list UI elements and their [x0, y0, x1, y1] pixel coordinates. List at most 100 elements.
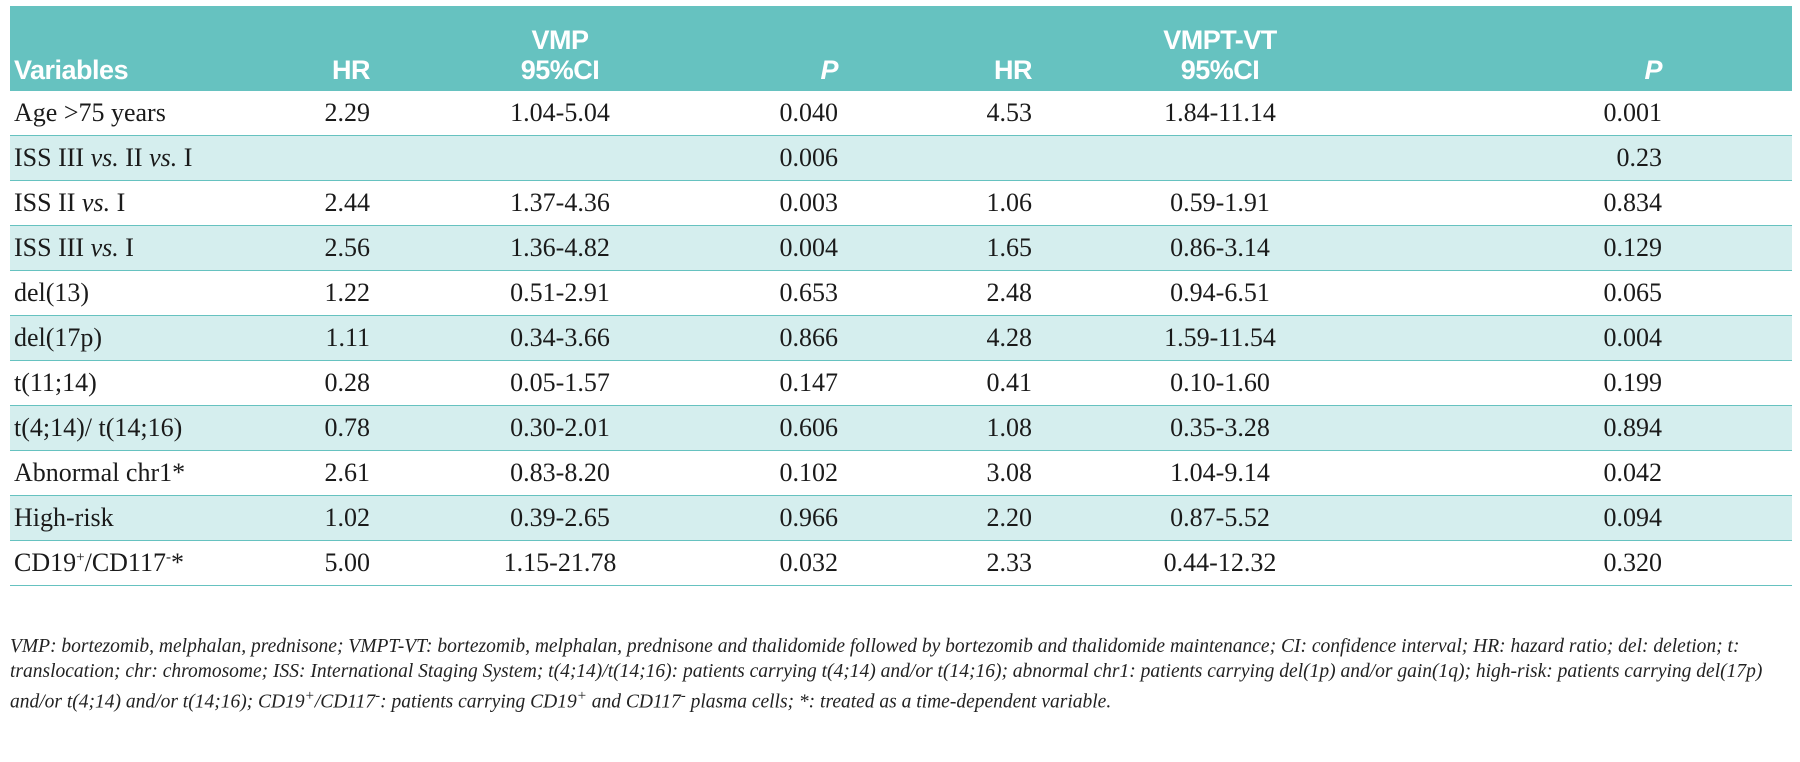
table-row: Abnormal chr1* 2.61 0.83-8.20 0.102 3.08 1.04…	[10, 450, 1792, 496]
vmpt-ci-cell: 0.94-6.51	[1070, 270, 1370, 316]
vmp-p-cell: 0.040	[700, 91, 900, 136]
variable-cell: del(17p)	[10, 315, 280, 361]
vmp-hr-cell: 2.56	[280, 225, 420, 271]
variable-part: vs.	[81, 188, 111, 217]
header-vmpt-ci: VMPT-VT 95%CI	[1070, 6, 1370, 91]
vmpt-p-cell: 0.042	[1370, 450, 1792, 496]
variable-part: CD19	[14, 548, 77, 577]
variable-part: /CD117	[84, 548, 166, 577]
header-vmp-group: VMP	[531, 25, 589, 55]
vmpt-hr-cell: 1.08	[900, 405, 1070, 451]
vmpt-p-cell: 0.004	[1370, 315, 1792, 361]
vmpt-ci-cell	[1070, 135, 1370, 181]
variable-cell: del(13)	[10, 270, 280, 316]
header-vmp-hr: HR	[332, 55, 371, 85]
variable-part: ISS II	[14, 188, 82, 217]
table-row: t(4;14)/ t(14;16) 0.78 0.30-2.01 0.606 1.08 0…	[10, 405, 1792, 451]
vmpt-p-cell: 0.094	[1370, 495, 1792, 541]
vmp-p-cell: 0.147	[700, 360, 900, 406]
vmpt-ci-cell: 0.10-1.60	[1070, 360, 1370, 406]
vmp-hr-cell: 2.44	[280, 180, 420, 226]
vmpt-p-cell: 0.199	[1370, 360, 1792, 406]
vmpt-hr-cell: 4.28	[900, 315, 1070, 361]
table-row: ISS II vs. I 2.44 1.37-4.36 0.003 1.06 0.59-1…	[10, 180, 1792, 226]
footnote-sup-1: +	[304, 688, 315, 704]
vmp-p-cell: 0.102	[700, 450, 900, 496]
vmp-ci-cell: 1.36-4.82	[420, 225, 700, 271]
variable-cell: ISS II vs. I	[10, 180, 280, 226]
vmpt-hr-cell: 2.20	[900, 495, 1070, 541]
vmpt-p-cell: 0.834	[1370, 180, 1792, 226]
footnote-text-2: /CD117	[314, 691, 376, 713]
vmp-p-cell: 0.866	[700, 315, 900, 361]
vmp-hr-cell: 0.78	[280, 405, 420, 451]
variable-part: *	[170, 548, 184, 577]
footnote-sup-4: -	[680, 688, 686, 704]
variable-part: vs.	[90, 143, 119, 172]
table-row: t(11;14) 0.28 0.05-1.57 0.147 0.41 0.10-1.60 0…	[10, 360, 1792, 406]
vmp-p-cell: 0.032	[700, 540, 900, 586]
header-vmp-p: P	[820, 55, 838, 85]
variable-part: I	[177, 143, 193, 172]
vmpt-ci-cell: 1.84-11.14	[1070, 91, 1370, 136]
vmpt-ci-cell: 0.59-1.91	[1070, 180, 1370, 226]
header-vmpt-ci-label: 95%CI	[1180, 55, 1260, 85]
vmpt-p-cell: 0.320	[1370, 540, 1792, 586]
vmp-hr-cell: 2.61	[280, 450, 420, 496]
footnote-text-3: : patients carrying CD19	[380, 691, 577, 713]
vmpt-p-cell: 0.001	[1370, 91, 1792, 136]
results-table: Variables HR VMP 95%CI P HR VMPT-VT 95%C…	[10, 6, 1792, 586]
variable-part: -	[165, 549, 171, 566]
vmp-ci-cell: 0.30-2.01	[420, 405, 700, 451]
vmpt-p-cell: 0.23	[1370, 135, 1792, 181]
vmp-ci-cell: 1.15-21.78	[420, 540, 700, 586]
vmpt-ci-cell: 1.04-9.14	[1070, 450, 1370, 496]
variable-part: vs.	[90, 233, 119, 262]
vmpt-hr-cell	[900, 135, 1070, 181]
footnote-sup-2: -	[375, 688, 381, 704]
vmp-p-cell: 0.606	[700, 405, 900, 451]
table-footnote: VMP: bortezomib, melphalan, prednisone; …	[10, 634, 1792, 715]
vmp-p-cell: 0.006	[700, 135, 900, 181]
header-vmpt-group: VMPT-VT	[1163, 25, 1277, 55]
variable-part: ISS III	[14, 143, 91, 172]
vmpt-ci-cell: 0.35-3.28	[1070, 405, 1370, 451]
vmpt-p-cell: 0.894	[1370, 405, 1792, 451]
vmpt-hr-cell: 3.08	[900, 450, 1070, 496]
variable-part: II	[118, 143, 150, 172]
vmp-p-cell: 0.003	[700, 180, 900, 226]
vmp-hr-cell: 1.11	[280, 315, 420, 361]
header-vmpt-hr: HR	[994, 55, 1033, 85]
vmpt-p-cell: 0.129	[1370, 225, 1792, 271]
vmp-hr-cell	[280, 135, 420, 181]
vmp-p-cell: 0.966	[700, 495, 900, 541]
variable-cell: High-risk	[10, 495, 280, 541]
vmpt-ci-cell: 0.87-5.52	[1070, 495, 1370, 541]
vmp-hr-cell: 1.22	[280, 270, 420, 316]
footnote-text-4: and CD117	[586, 691, 681, 713]
vmpt-ci-cell: 0.44-12.32	[1070, 540, 1370, 586]
footnote-text-1: VMP: bortezomib, melphalan, prednisone; …	[10, 636, 1763, 713]
vmp-hr-cell: 5.00	[280, 540, 420, 586]
variable-cell: Abnormal chr1*	[10, 450, 280, 496]
footnote-sup-3: +	[576, 688, 587, 704]
footnote-text-5: plasma cells; *: treated as a time-depen…	[685, 691, 1112, 713]
vmpt-ci-cell: 0.86-3.14	[1070, 225, 1370, 271]
variable-part: vs.	[149, 143, 178, 172]
vmp-ci-cell: 0.34-3.66	[420, 315, 700, 361]
vmp-ci-cell: 1.37-4.36	[420, 180, 700, 226]
vmpt-hr-cell: 1.65	[900, 225, 1070, 271]
variable-cell: ISS III vs. II vs. I	[10, 135, 280, 181]
table-row: Age >75 years 2.29 1.04-5.04 0.040 4.53 1.84-…	[10, 91, 1792, 136]
vmpt-hr-cell: 2.33	[900, 540, 1070, 586]
variable-part: I	[118, 233, 134, 262]
table-body: Age >75 years 2.29 1.04-5.04 0.040 4.53 1.84-…	[10, 91, 1792, 586]
header-vmpt-p: P	[1644, 55, 1662, 85]
header-vmp-ci-label: 95%CI	[520, 55, 600, 85]
vmp-hr-cell: 2.29	[280, 91, 420, 136]
vmp-ci-cell: 0.51-2.91	[420, 270, 700, 316]
variable-cell: t(4;14)/ t(14;16)	[10, 405, 280, 451]
table-row: High-risk 1.02 0.39-2.65 0.966 2.20 0.87-5.52…	[10, 495, 1792, 541]
variable-cell: t(11;14)	[10, 360, 280, 406]
